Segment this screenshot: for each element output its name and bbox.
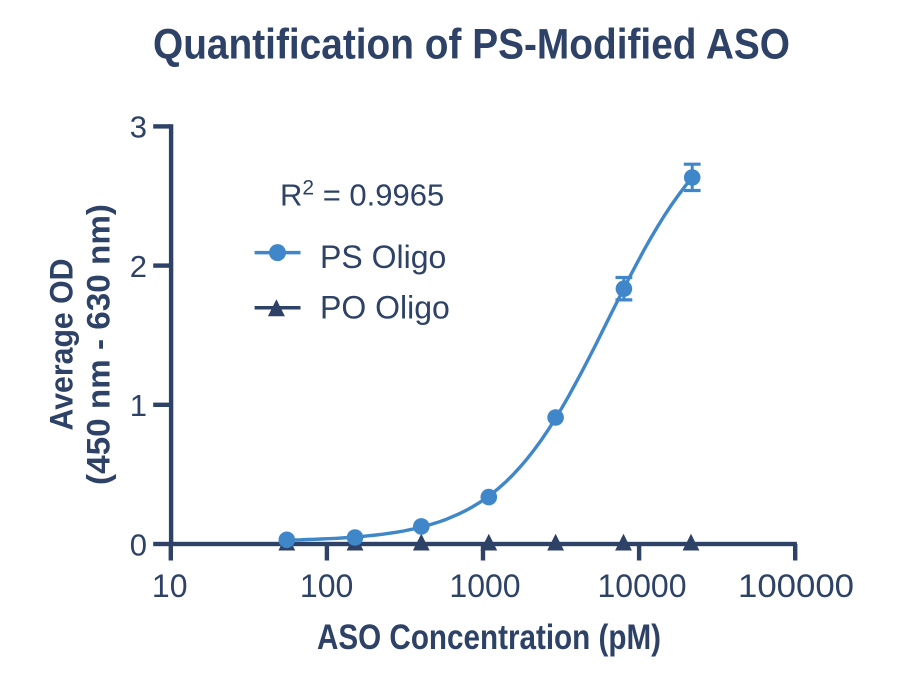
- svg-text:ASO Concentration (pM): ASO Concentration (pM): [317, 618, 661, 657]
- svg-text:PS Oligo: PS Oligo: [320, 239, 446, 275]
- svg-text:Average OD: Average OD: [44, 259, 80, 431]
- svg-text:1000: 1000: [449, 568, 520, 604]
- svg-text:1: 1: [130, 388, 147, 423]
- svg-text:10000: 10000: [598, 568, 687, 604]
- svg-text:100000: 100000: [738, 568, 854, 604]
- svg-text:0: 0: [130, 527, 147, 562]
- svg-text:10: 10: [152, 568, 188, 604]
- svg-text:PO Oligo: PO Oligo: [320, 290, 450, 326]
- svg-text:Quantification of PS-Modified: Quantification of PS-Modified ASO: [153, 21, 790, 69]
- svg-text:3: 3: [130, 110, 147, 145]
- svg-text:2: 2: [130, 249, 147, 284]
- svg-text:100: 100: [300, 568, 353, 604]
- svg-text:R2 = 0.9965: R2 = 0.9965: [280, 176, 444, 213]
- svg-text:(450 nm - 630 nm): (450 nm - 630 nm): [80, 204, 116, 485]
